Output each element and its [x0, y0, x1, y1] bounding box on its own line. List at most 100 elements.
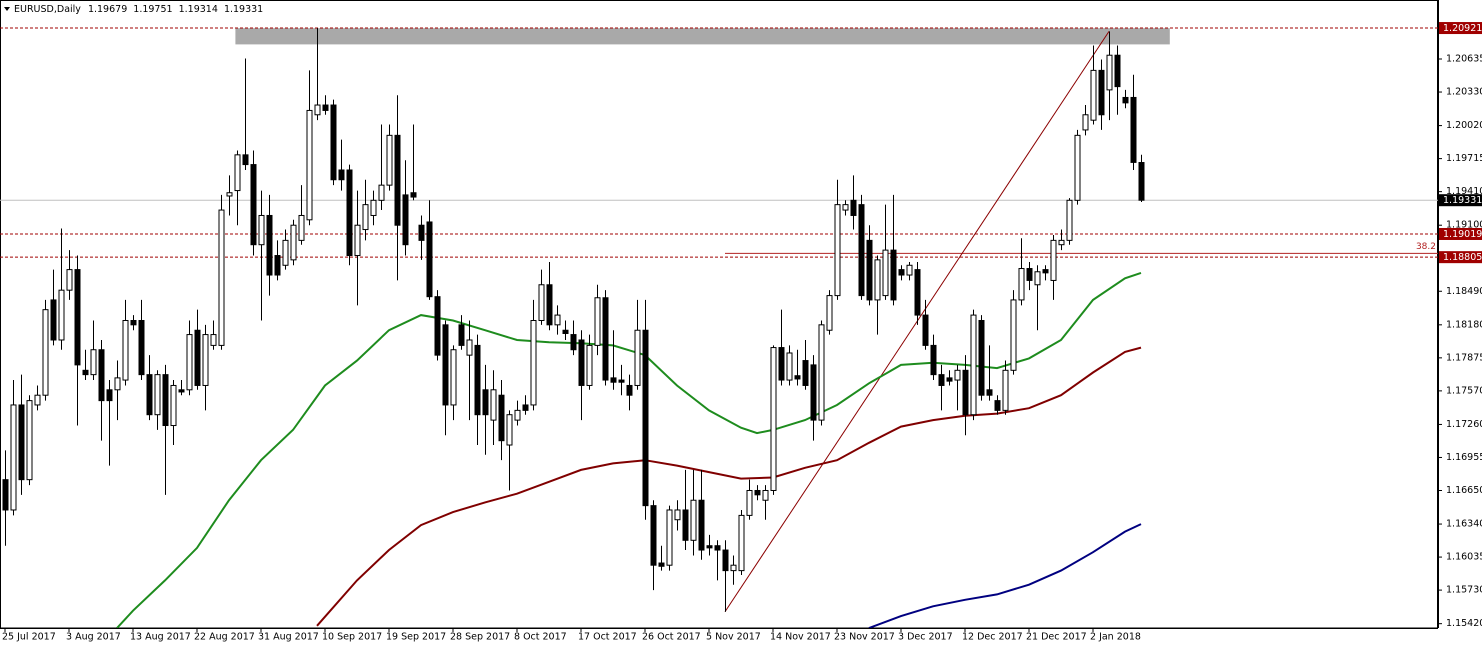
candle-body [882, 249, 889, 297]
candle-body [218, 209, 225, 346]
symbol-title: EURUSD,Daily [14, 4, 81, 15]
candle-body [210, 334, 217, 346]
candle-body [394, 134, 401, 226]
candle-body [258, 214, 265, 246]
candle-body [946, 377, 953, 382]
candle-body [498, 394, 505, 442]
candle-body [690, 499, 697, 541]
candle-body [794, 375, 801, 380]
candle-body [626, 384, 633, 396]
y-tick-label: 1.20330 [1446, 87, 1482, 98]
candle-body [842, 204, 849, 211]
candle-body [618, 379, 625, 383]
y-tick-label: 1.16650 [1446, 485, 1482, 496]
resistance-zone [235, 28, 1170, 45]
candle-body [490, 389, 497, 421]
x-tick-label: 21 Dec 2017 [1026, 632, 1087, 643]
candle-body [1106, 54, 1113, 91]
candle-body [642, 329, 649, 507]
candle-body [58, 289, 65, 341]
x-tick-label: 14 Nov 2017 [770, 632, 831, 643]
candle-body [306, 109, 313, 221]
x-tick-label: 3 Aug 2017 [66, 632, 121, 643]
x-tick-label: 5 Nov 2017 [706, 632, 761, 643]
level-label-box [1439, 22, 1482, 35]
candle-body [242, 154, 249, 166]
candle-body [506, 414, 513, 446]
candle-body [322, 104, 329, 111]
current-price-label-box [1439, 194, 1482, 207]
candle-body [898, 269, 905, 276]
candle-body [250, 164, 257, 246]
level-label: 1.19019 [1443, 229, 1482, 240]
candle-body [1082, 114, 1089, 131]
level-label-box [1439, 227, 1482, 240]
fib-label: 38.2 [1416, 242, 1436, 252]
chart-header: EURUSD,Daily 1.19679 1.19751 1.19314 1.1… [4, 4, 263, 15]
candle-body [386, 134, 393, 186]
candle-body [546, 284, 553, 326]
candle-body [50, 299, 57, 341]
candle-body [330, 104, 337, 181]
plot-frame [0, 0, 1438, 629]
candle-body [658, 562, 665, 567]
candle-body [1058, 239, 1065, 246]
candle-body [98, 349, 105, 402]
candle-body [186, 334, 193, 391]
header-menu-icon [4, 7, 10, 11]
candle-body [762, 489, 769, 501]
candle-body [994, 400, 1001, 411]
candle-body [74, 269, 81, 366]
header-close: 1.19331 [224, 4, 263, 15]
candle-body [290, 224, 297, 261]
candle-body [1090, 69, 1097, 121]
candle-body [810, 364, 817, 421]
candle-body [538, 284, 545, 321]
candle-body [586, 344, 593, 386]
candle-body [834, 204, 841, 297]
candle-body [578, 339, 585, 386]
x-tick-label: 8 Oct 2017 [514, 632, 567, 643]
candle-body [434, 296, 441, 356]
candle-body [714, 545, 721, 551]
x-tick-label: 12 Dec 2017 [962, 632, 1023, 643]
y-tick-label: 1.20635 [1446, 54, 1482, 65]
candle-body [130, 319, 137, 326]
candle-body [514, 409, 521, 421]
candle-body [18, 404, 25, 481]
candle-body [970, 314, 977, 416]
candle-body [906, 264, 913, 276]
candle-body [954, 369, 961, 381]
candle-body [178, 389, 185, 393]
header-low: 1.19314 [179, 4, 218, 15]
moving-average [868, 523, 1142, 628]
candle-body [922, 314, 929, 346]
x-tick-label: 26 Oct 2017 [642, 632, 701, 643]
candle-body [826, 295, 833, 331]
candle-body [106, 389, 113, 402]
candle-body [962, 369, 969, 416]
y-tick-label: 1.17260 [1446, 419, 1482, 430]
candle-body [138, 319, 145, 376]
candle-body [338, 169, 345, 181]
x-tick-label: 25 Jul 2017 [2, 632, 56, 643]
candle-body [1074, 134, 1081, 201]
candle-body [602, 297, 609, 381]
candle-body [914, 269, 921, 316]
candle-body [202, 334, 209, 386]
candle-body [786, 352, 793, 381]
candle-body [426, 221, 433, 298]
candle-body [682, 509, 689, 541]
candle-body [10, 404, 17, 511]
candle-body [466, 339, 473, 356]
candle-body [170, 384, 177, 427]
y-tick-label: 1.15730 [1446, 585, 1482, 596]
candle-body [282, 239, 289, 266]
candle-body [802, 360, 809, 386]
candle-body [978, 319, 985, 396]
candle-body [362, 204, 369, 231]
candle-body [610, 377, 617, 383]
candle-layer [2, 28, 1145, 612]
